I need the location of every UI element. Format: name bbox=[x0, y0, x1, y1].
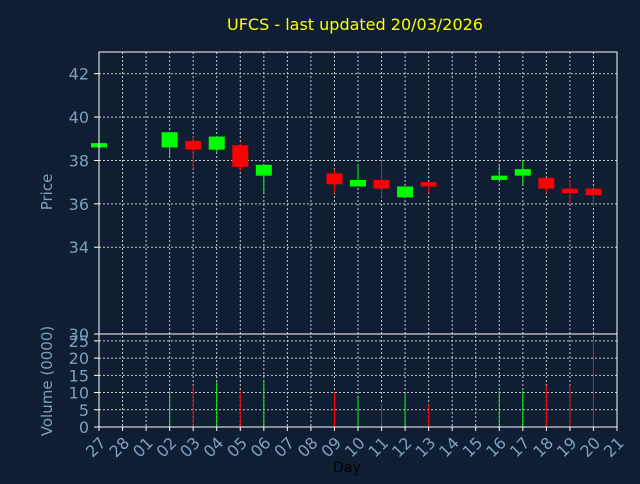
volume-tick-label: 0 bbox=[79, 418, 89, 437]
candles bbox=[91, 132, 602, 207]
candle-body bbox=[514, 169, 531, 176]
price-tick-label: 36 bbox=[69, 195, 89, 214]
price-axis-label: Price bbox=[38, 174, 56, 211]
price-tick-label: 34 bbox=[69, 238, 89, 257]
candle-body bbox=[420, 182, 437, 187]
price-tick-label: 30 bbox=[69, 325, 89, 344]
axes bbox=[94, 51, 618, 431]
x-axis-label: Day bbox=[333, 460, 361, 476]
volume-tick-label: 5 bbox=[79, 401, 89, 420]
candle-body bbox=[208, 136, 225, 150]
candle-body bbox=[561, 188, 578, 193]
volume-tick-label: 15 bbox=[69, 366, 89, 385]
volume-axis-label: Volume (0000) bbox=[38, 326, 56, 436]
candle-body bbox=[232, 145, 249, 167]
x-tick-label: 21 bbox=[600, 433, 628, 461]
volume-tick-label: 10 bbox=[69, 384, 89, 403]
grid bbox=[99, 52, 617, 427]
candle-body bbox=[350, 179, 366, 187]
candle-body bbox=[326, 173, 343, 185]
volume-tick-label: 20 bbox=[69, 349, 89, 368]
volume-bars bbox=[98, 337, 594, 427]
chart-title: UFCS - last updated 20/03/2026 bbox=[227, 15, 483, 34]
candle-body bbox=[491, 175, 508, 180]
candle-body bbox=[255, 164, 272, 176]
volume-tick-label: 25 bbox=[69, 332, 89, 351]
candle-body bbox=[161, 132, 178, 148]
tick-labels: 3034363840420510152025272801020304050607… bbox=[69, 65, 628, 461]
candle-body bbox=[185, 140, 202, 150]
candle-body bbox=[397, 186, 414, 198]
candle-body bbox=[373, 179, 390, 189]
candle-body bbox=[585, 188, 602, 196]
price-tick-label: 42 bbox=[69, 65, 89, 84]
price-tick-label: 40 bbox=[69, 108, 89, 127]
candle-body bbox=[538, 177, 555, 189]
price-tick-label: 38 bbox=[69, 151, 89, 170]
